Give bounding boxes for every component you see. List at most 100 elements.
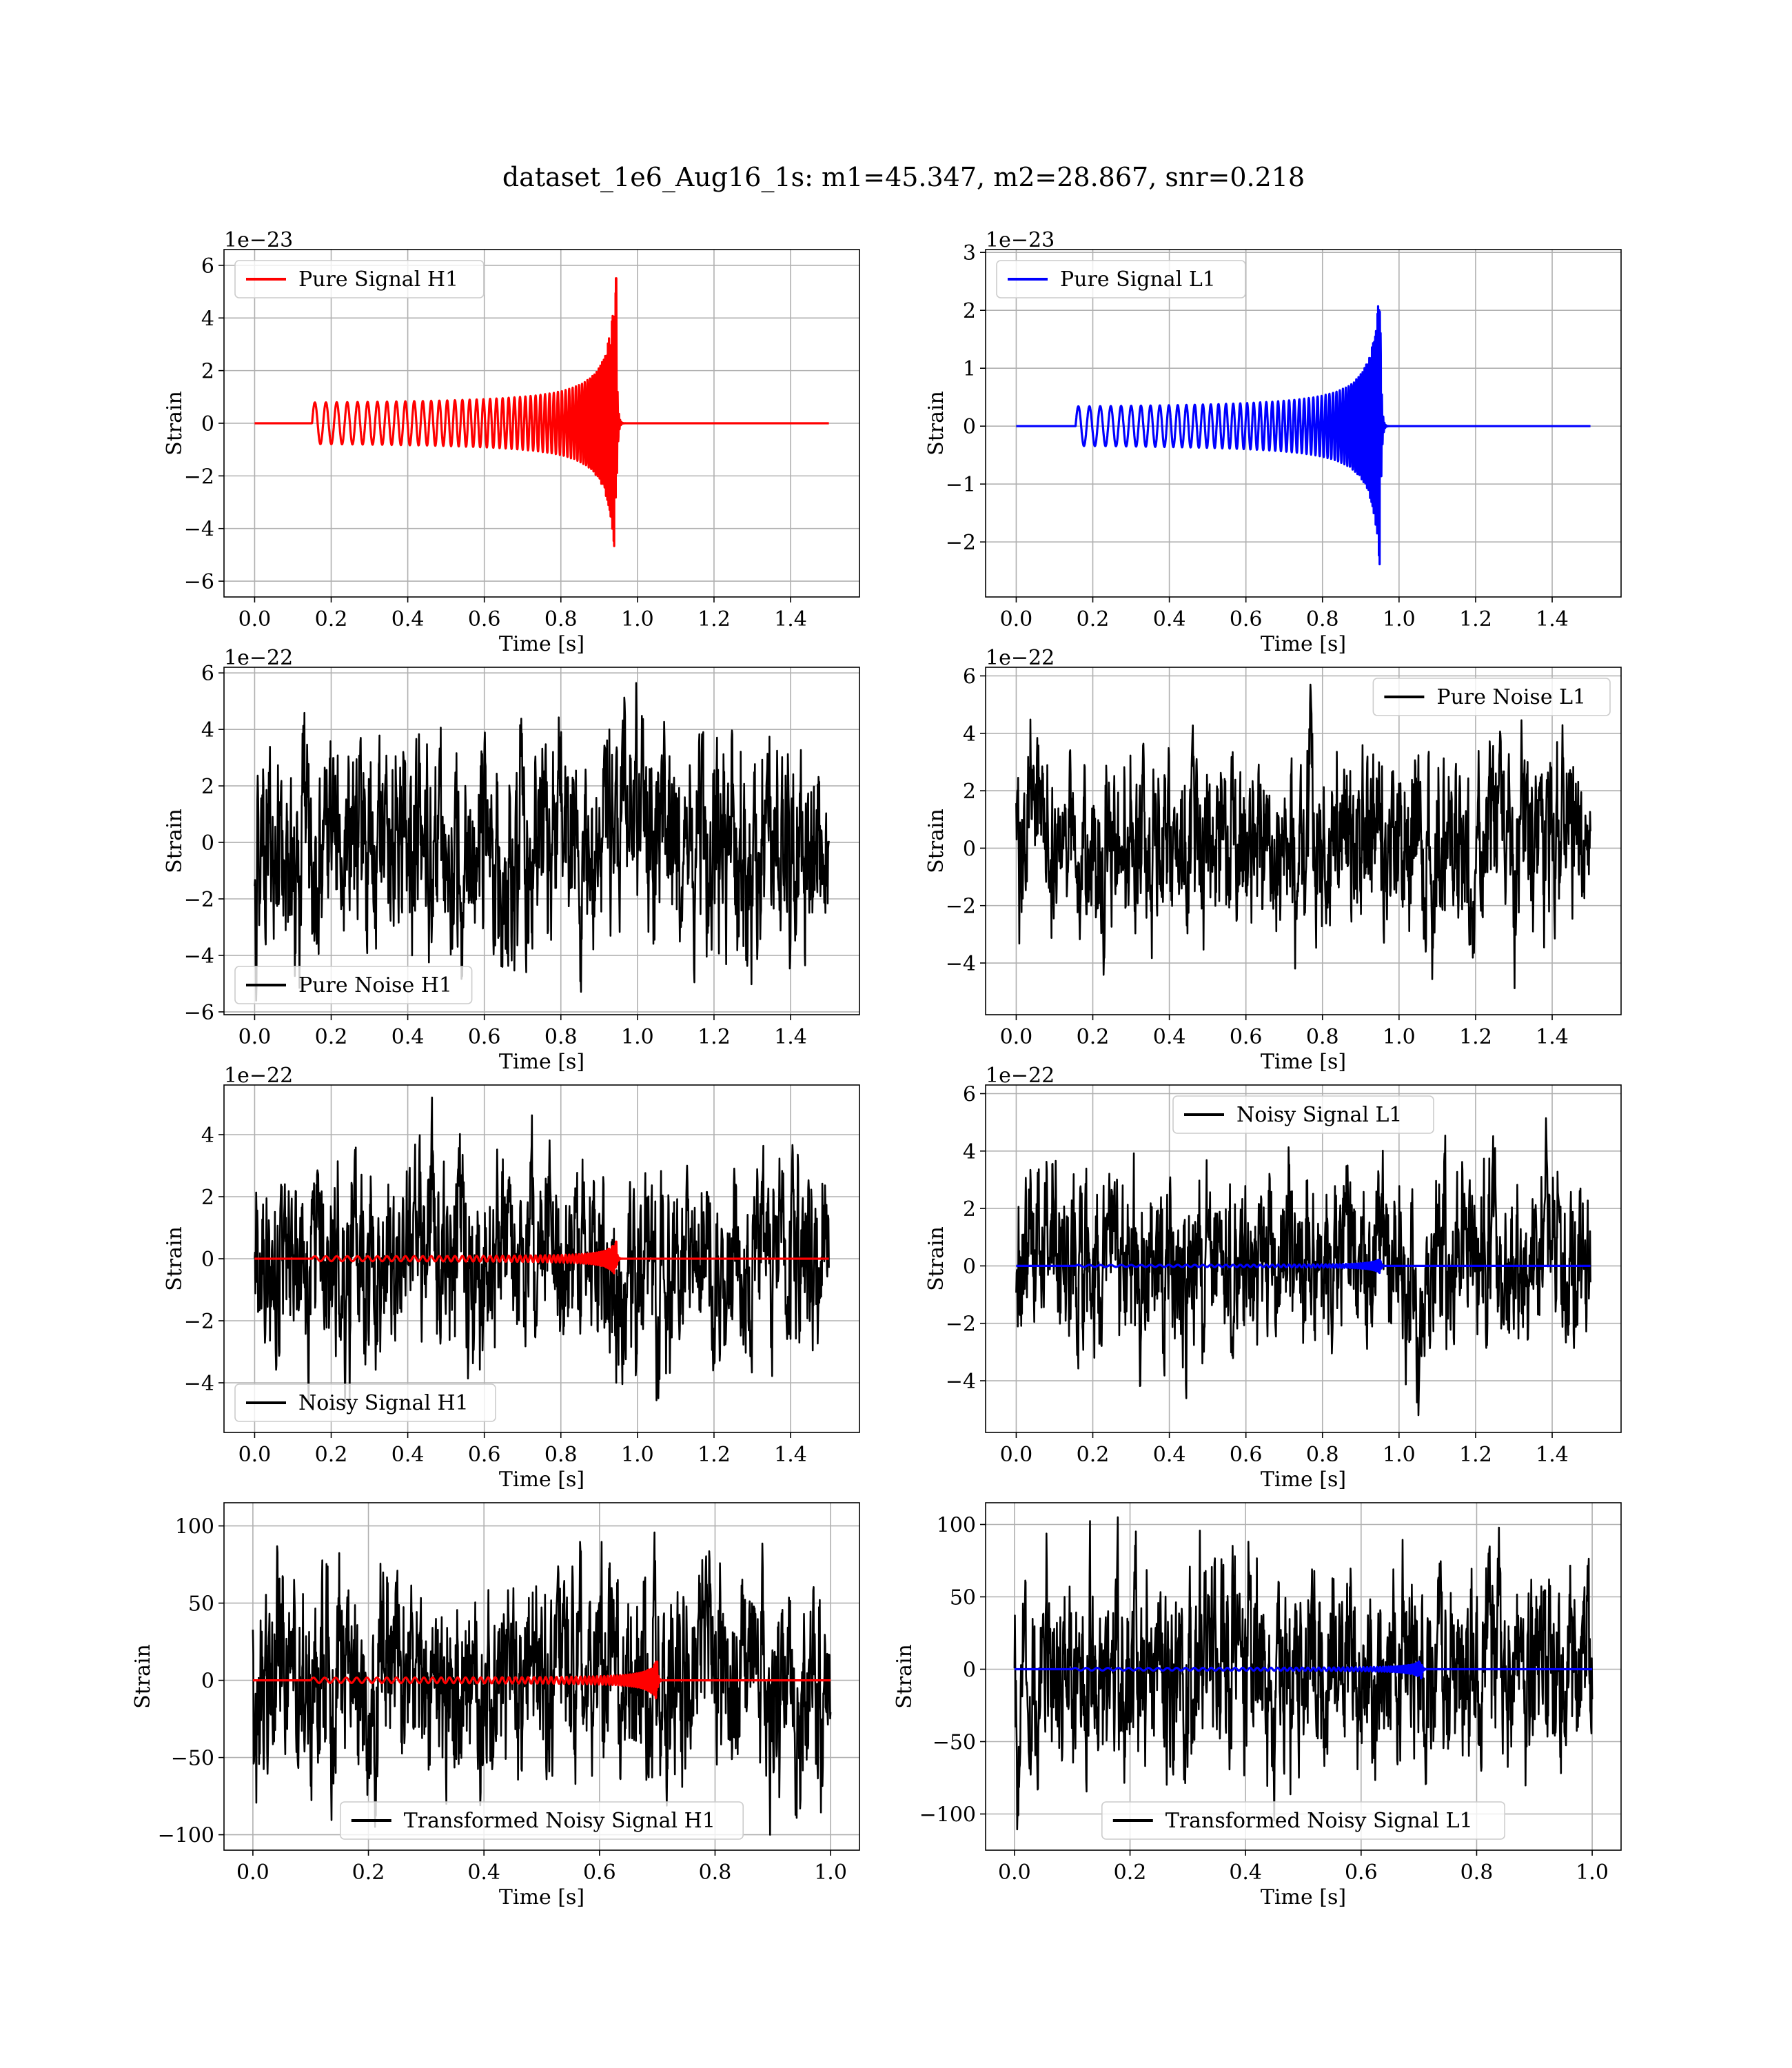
legend: Pure Signal H1 <box>234 260 485 298</box>
y-offset-text: 1e−23 <box>224 228 293 252</box>
x-tick-label: 0.6 <box>468 607 501 631</box>
legend: Transformed Noisy Signal L1 <box>1101 1801 1506 1840</box>
y-tick-label: −100 <box>919 1803 976 1827</box>
subplot-transformed-noisy-signal-h1: 0.0 0.2 0.4 0.6 0.8 1.0 −100 −50 0 50 100 Time [s] S… <box>131 1502 860 1909</box>
x-tick-label: 0.6 <box>1230 1025 1263 1049</box>
x-tick-label: 0.0 <box>1000 1025 1033 1049</box>
x-tick-label: 0.2 <box>315 1443 348 1467</box>
x-tick-label: 0.8 <box>699 1861 732 1885</box>
legend: Noisy Signal L1 <box>1172 1095 1434 1134</box>
y-tick-label: 0 <box>963 837 976 861</box>
legend: Pure Signal L1 <box>996 260 1246 298</box>
y-offset-text: 1e−22 <box>224 646 293 670</box>
x-tick-label: 1.2 <box>1459 1025 1492 1049</box>
axes-frame <box>223 1502 860 1851</box>
y-tick-label: −1 <box>946 473 976 497</box>
x-axis-label: Time [s] <box>499 632 584 656</box>
subplot-noisy-signal-h1: 0.0 0.2 0.4 0.6 0.8 1.0 1.2 1.4 −4 −2 0 2 4 Time [s] S… <box>163 1064 860 1492</box>
x-tick-label: 0.4 <box>1153 1443 1186 1467</box>
x-axis-label: Time [s] <box>1261 1885 1346 1909</box>
y-tick-label: 0 <box>963 1255 976 1279</box>
x-tick-label: 1.0 <box>1383 1025 1416 1049</box>
x-axis-label: Time [s] <box>1261 1468 1346 1492</box>
x-tick-label: 1.2 <box>698 607 731 631</box>
legend-box <box>1372 678 1611 716</box>
legend: Pure Noise H1 <box>234 966 473 1004</box>
x-tick-label: 0.4 <box>1229 1861 1262 1885</box>
x-axis-label: Time [s] <box>499 1885 584 1909</box>
y-tick-label: 0 <box>201 412 214 436</box>
y-tick-label: 4 <box>963 722 976 747</box>
series-line-signal <box>1013 1660 1594 1680</box>
legend: Noisy Signal H1 <box>234 1383 496 1422</box>
x-tick-label: 0.4 <box>391 1025 425 1049</box>
x-tick-label: 1.4 <box>1536 1025 1569 1049</box>
x-axis-label: Time [s] <box>1261 1050 1346 1074</box>
y-offset-text: 1e−22 <box>986 646 1055 670</box>
y-tick-label: 2 <box>201 1186 214 1210</box>
axes-frame <box>985 1502 1622 1851</box>
x-tick-label: 0.2 <box>315 1025 348 1049</box>
y-tick-label: 4 <box>201 1124 214 1148</box>
series-line-signal <box>254 277 830 547</box>
x-tick-label: 1.4 <box>774 607 807 631</box>
x-tick-label: 0.6 <box>1230 1443 1263 1467</box>
y-tick-label: −6 <box>184 570 214 594</box>
x-tick-label: 0.4 <box>1153 1025 1186 1049</box>
x-tick-label: 1.2 <box>1459 1443 1492 1467</box>
series-line-signal <box>252 1660 832 1700</box>
x-tick-label: 0.4 <box>391 607 425 631</box>
legend-box <box>234 1383 496 1422</box>
subplot-transformed-noisy-signal-l1: 0.0 0.2 0.4 0.6 0.8 1.0 −100 −50 0 50 100 Time [s] S… <box>893 1502 1622 1909</box>
legend: Pure Noise L1 <box>1372 678 1611 716</box>
y-tick-label: 1 <box>963 357 976 381</box>
subplot-pure-signal-l1: 0.0 0.2 0.4 0.6 0.8 1.0 1.2 1.4 −2 −1 0 1 2 3 Time [s]… <box>924 228 1622 656</box>
series-line-signal <box>254 1240 830 1275</box>
x-tick-label: 0.2 <box>1077 1443 1110 1467</box>
y-tick-label: 100 <box>937 1514 976 1538</box>
x-tick-label: 0.2 <box>1077 607 1110 631</box>
legend-box <box>996 260 1246 298</box>
y-axis-label: Strain <box>163 809 187 873</box>
legend-label: Pure Noise L1 <box>1436 685 1586 709</box>
x-axis-label: Time [s] <box>499 1050 584 1074</box>
y-tick-label: −100 <box>158 1824 214 1848</box>
x-tick-label: 0.4 <box>467 1861 500 1885</box>
x-tick-label: 1.2 <box>698 1025 731 1049</box>
x-axis-label: Time [s] <box>1261 632 1346 656</box>
y-tick-label: 2 <box>201 775 214 799</box>
x-tick-label: 1.4 <box>774 1025 807 1049</box>
y-tick-label: −4 <box>946 952 976 976</box>
x-tick-label: 0.6 <box>583 1861 616 1885</box>
series-line-noise <box>254 682 830 1002</box>
legend-label: Noisy Signal H1 <box>298 1391 469 1415</box>
series-line-signal <box>1015 305 1591 566</box>
legend-box <box>339 1801 744 1840</box>
x-tick-label: 1.0 <box>1383 1443 1416 1467</box>
x-tick-label: 1.0 <box>1576 1861 1609 1885</box>
y-tick-label: −6 <box>184 1001 214 1025</box>
x-tick-label: 1.0 <box>814 1861 847 1885</box>
x-tick-label: 0.2 <box>352 1861 385 1885</box>
y-tick-label: 0 <box>201 1670 214 1694</box>
y-offset-text: 1e−22 <box>986 1064 1055 1088</box>
subplot-pure-noise-h1: 0.0 0.2 0.4 0.6 0.8 1.0 1.2 1.4 −6 −4 −2 0 2 4 6 Time [… <box>163 646 860 1074</box>
x-tick-label: 0.8 <box>1306 607 1339 631</box>
x-tick-label: 1.4 <box>1536 607 1569 631</box>
y-tick-label: 0 <box>963 1659 976 1683</box>
x-tick-label: 1.0 <box>621 1025 654 1049</box>
y-tick-label: 0 <box>201 1248 214 1272</box>
y-tick-label: 4 <box>201 718 214 742</box>
x-tick-label: 0.2 <box>1114 1861 1147 1885</box>
y-tick-label: −4 <box>184 518 214 542</box>
x-tick-label: 0.0 <box>1000 1443 1033 1467</box>
legend-box <box>234 260 485 298</box>
y-tick-label: 6 <box>963 665 976 689</box>
y-tick-label: 2 <box>201 360 214 384</box>
y-tick-label: 0 <box>963 415 976 439</box>
x-tick-label: 1.4 <box>1536 1443 1569 1467</box>
y-axis-label: Strain <box>924 809 948 873</box>
x-tick-label: 0.2 <box>315 607 348 631</box>
x-tick-label: 0.0 <box>998 1861 1031 1885</box>
